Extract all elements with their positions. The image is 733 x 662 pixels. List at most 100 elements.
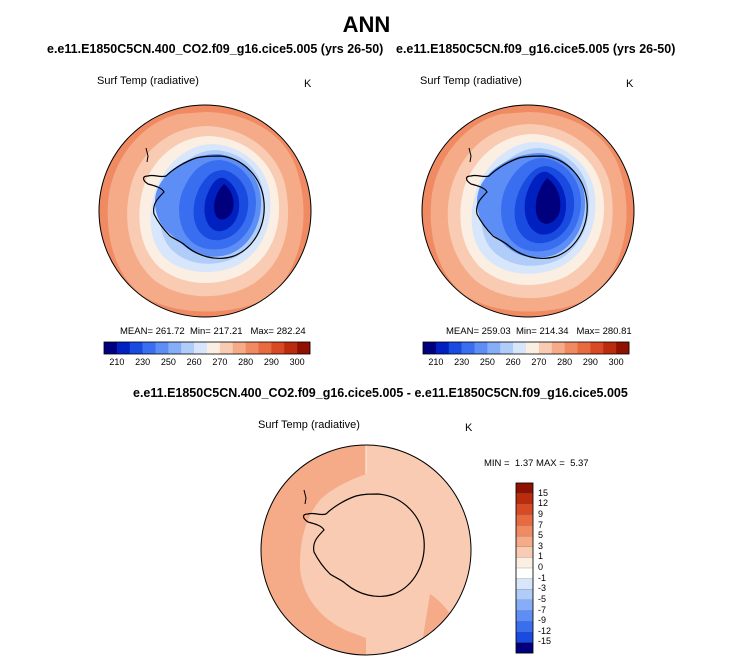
- panel-2-min-label: Min=: [515, 326, 537, 337]
- colorbar-box: [515, 642, 534, 654]
- colorbar-tick-label: -15: [538, 636, 552, 647]
- difference-units: K: [465, 422, 473, 434]
- colorbar-box: [515, 504, 534, 516]
- colorbar-tick-label: 270: [212, 357, 228, 367]
- difference-variable: Surf Temp (radiative): [258, 419, 360, 431]
- panel-2-colorbar: [422, 341, 630, 355]
- colorbar-tick-label: 12: [538, 498, 549, 509]
- colorbar-box: [515, 546, 534, 558]
- colorbar-tick-label: 290: [263, 357, 279, 367]
- colorbar-box: [603, 342, 617, 354]
- colorbar-box: [142, 342, 156, 354]
- panel-1-map: [98, 104, 312, 318]
- colorbar-tick-label: 3: [538, 540, 544, 551]
- colorbar-box: [487, 342, 501, 354]
- colorbar-box: [515, 482, 534, 495]
- difference-colorbar-ticks: 15 12 9 7 5 3 1 0 -1 -3 -5 -7 -9 -12 -15: [538, 483, 568, 653]
- panel-1-colorbar: [103, 341, 311, 355]
- colorbar-box: [590, 342, 604, 354]
- panel-1-mean-label: MEAN=: [120, 326, 153, 337]
- colorbar-box: [551, 342, 565, 354]
- colorbar-tick-label: 290: [582, 357, 598, 367]
- colorbar-tick-label: -1: [538, 572, 547, 583]
- panel-1-min-label: Min=: [189, 326, 211, 337]
- panel-1-units: K: [304, 78, 312, 90]
- panel-2-min: 214.34: [539, 326, 569, 337]
- colorbar-box: [515, 567, 534, 580]
- colorbar-box: [515, 599, 534, 611]
- colorbar-box: [515, 535, 534, 548]
- colorbar-box: [515, 589, 534, 601]
- colorbar-tick-label: 250: [160, 357, 176, 367]
- colorbar-box: [168, 342, 182, 354]
- colorbar-box: [515, 620, 534, 633]
- colorbar-box: [526, 342, 540, 354]
- difference-min-label: MIN =: [484, 458, 510, 469]
- colorbar-tick-label: 230: [454, 357, 470, 367]
- colorbar-box: [515, 514, 534, 526]
- colorbar-box: [219, 342, 234, 354]
- colorbar-tick-label: 1: [538, 551, 544, 562]
- colorbar-tick-label: 300: [608, 357, 624, 367]
- colorbar-box: [104, 342, 118, 354]
- colorbar-box: [245, 342, 259, 354]
- page-title: ANN: [342, 12, 391, 37]
- difference-stats: MIN = 1.37 MAX = 5.37: [484, 458, 589, 469]
- colorbar-tick-label: 210: [109, 357, 125, 367]
- panel-2-colorbar-ticks: 210 230 250 260 270 280 290 300: [423, 357, 629, 371]
- colorbar-tick-label: 230: [135, 357, 151, 367]
- panel-2-max-label: Max=: [576, 326, 600, 337]
- colorbar-outline: [422, 341, 630, 355]
- colorbar-box: [564, 342, 578, 354]
- colorbar-tick-label: -3: [538, 583, 547, 594]
- colorbar-box: [538, 342, 553, 354]
- colorbar-tick-label: -9: [538, 615, 547, 626]
- panel-1-max-label: Max=: [250, 326, 274, 337]
- panel-2-stats: MEAN= 259.03 Min= 214.34 Max= 280.81: [446, 326, 632, 337]
- colorbar-box: [577, 342, 591, 354]
- colorbar-box: [181, 342, 195, 354]
- panel-2-title: e.e11.E1850C5CN.f09_g16.cice5.005 (yrs 2…: [396, 42, 676, 56]
- colorbar-box: [155, 342, 169, 354]
- colorbar-tick-label: 300: [289, 357, 305, 367]
- colorbar-box: [500, 342, 514, 354]
- panel-2-max: 280.81: [602, 326, 632, 337]
- panel-2-mean: 259.03: [481, 326, 511, 337]
- colorbar-box: [515, 631, 534, 643]
- panel-2-variable: Surf Temp (radiative): [420, 75, 522, 87]
- colorbar-box: [513, 342, 527, 354]
- colorbar-box: [515, 493, 534, 505]
- colorbar-tick-label: 250: [479, 357, 495, 367]
- panel-1-colorbar-ticks: 210 230 250 260 270 280 290 300: [104, 357, 310, 371]
- colorbar-tick-label: -7: [538, 604, 547, 615]
- colorbar-tick-label: 260: [505, 357, 521, 367]
- colorbar-tick-label: 5: [538, 530, 544, 541]
- colorbar-tick-label: 9: [538, 508, 544, 519]
- panel-1-title: e.e11.E1850C5CN.400_CO2.f09_g16.cice5.00…: [47, 42, 384, 56]
- difference-max: 5.37: [570, 458, 589, 469]
- colorbar-box: [116, 342, 131, 354]
- colorbar-box: [515, 557, 534, 569]
- colorbar-box: [515, 610, 534, 622]
- panel-1-variable: Surf Temp (radiative): [97, 75, 199, 87]
- difference-map: [260, 444, 472, 656]
- colorbar-box: [515, 578, 534, 590]
- colorbar-tick-label: 15: [538, 487, 549, 498]
- colorbar-tick-label: -12: [538, 625, 552, 636]
- panel-1-stats: MEAN= 261.72 Min= 217.21 Max= 282.24: [120, 326, 306, 337]
- colorbar-box: [129, 342, 143, 354]
- panel-2-map: [421, 104, 635, 318]
- difference-colorbar: [515, 482, 534, 654]
- colorbar-tick-label: 0: [538, 562, 544, 572]
- panel-1-min: 217.21: [213, 326, 243, 337]
- colorbar-box: [616, 342, 630, 354]
- colorbar-box: [435, 342, 450, 354]
- colorbar-box: [284, 342, 298, 354]
- panel-2-units: K: [626, 78, 634, 90]
- panel-2-mean-label: MEAN=: [446, 326, 479, 337]
- colorbar-tick-label: 280: [238, 357, 254, 367]
- colorbar-tick-label: 7: [538, 519, 544, 530]
- colorbar-box: [232, 342, 246, 354]
- colorbar-box: [461, 342, 475, 354]
- colorbar-box: [194, 342, 208, 354]
